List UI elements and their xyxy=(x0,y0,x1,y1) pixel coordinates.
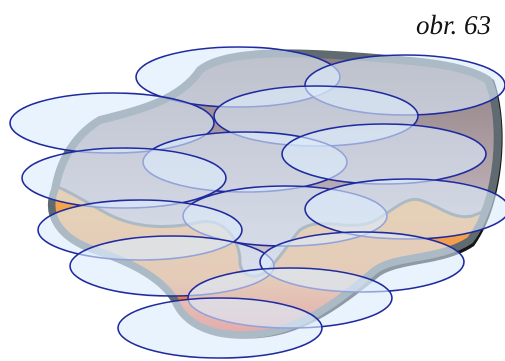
ellipse-6 xyxy=(281,123,487,185)
ellipse-group xyxy=(9,46,505,359)
ellipse-9 xyxy=(304,178,505,240)
figure-caption: obr. 63 xyxy=(415,10,491,40)
ellipse-7 xyxy=(21,147,227,209)
ellipse-14 xyxy=(117,297,323,359)
